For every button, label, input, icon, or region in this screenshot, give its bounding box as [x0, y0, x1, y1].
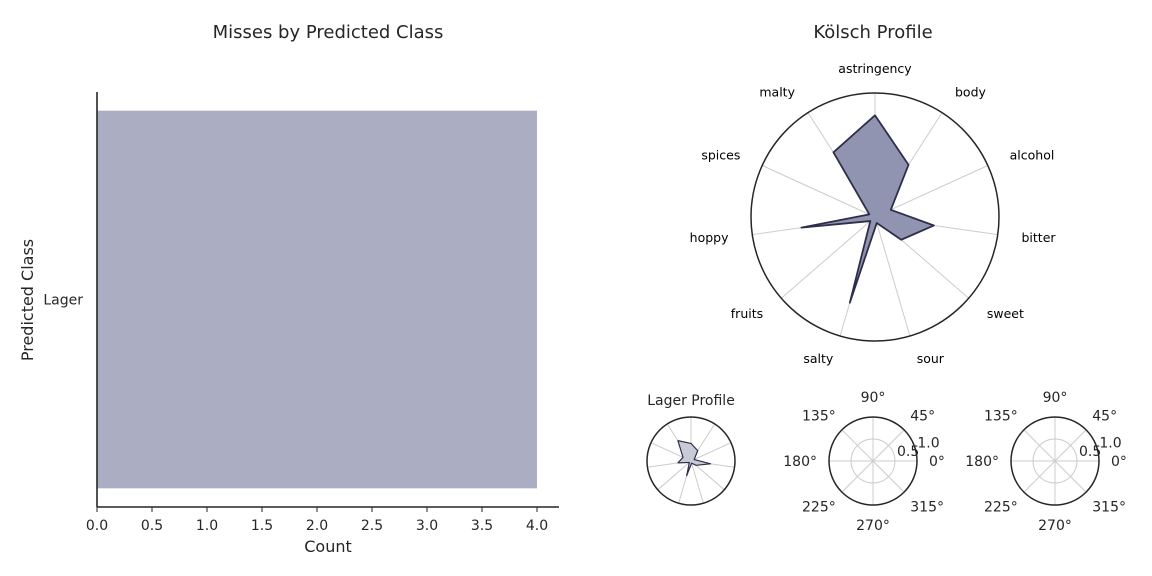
polar-angle-label: 225° — [802, 499, 836, 515]
radar-outer-circle — [646, 416, 736, 506]
polar-angle-label: 0° — [1111, 454, 1127, 470]
polar-angle-label: 270° — [856, 518, 890, 534]
lager-radar-title: Lager Profile — [647, 393, 735, 409]
polar-radial-tick-label: 0.5 — [1079, 444, 1101, 460]
radar-axis-label: spices — [701, 148, 740, 163]
polar-angle-label: 135° — [802, 409, 836, 425]
radar-spoke — [657, 460, 692, 491]
polar-ring — [850, 438, 896, 484]
polar-outer-circle — [828, 416, 918, 506]
kolsch-radar-title: Kölsch Profile — [813, 22, 932, 43]
bar-chart: Misses by Predicted Class 0.0 0.5 1.0 1.5 2.… — [18, 22, 559, 556]
bar-lager — [97, 110, 537, 489]
radar-spoke — [690, 460, 704, 504]
bar-x-tick-label: 3.5 — [471, 518, 493, 534]
kolsch-radar-chart: Kölsch Profile astringency body alcohol bit… — [690, 22, 1057, 366]
radar-axis-label: salty — [803, 351, 834, 366]
radar-spoke — [780, 216, 876, 299]
radar-spoke — [874, 165, 989, 218]
radar-axis-label: malty — [759, 84, 795, 99]
bar-x-tick-label: 2.5 — [361, 518, 383, 534]
radar-axis-label: alcohol — [1010, 148, 1055, 163]
bar-x-tick-label: 4.0 — [526, 518, 548, 534]
polar-angle-label: 0° — [929, 454, 945, 470]
bar-x-tick-label: 1.0 — [196, 518, 218, 534]
polar-radial-tick-label: 1.0 — [1099, 436, 1121, 452]
radar-spoke — [761, 165, 876, 218]
empty-polar-plot-2: 0.51.0 0° 45° 90° 135° 180° 225° 270° 315° — [965, 390, 1127, 534]
radar-axis-label: sour — [917, 351, 945, 366]
radar-axis-label: astringency — [838, 61, 912, 76]
bar-x-tick-label: 0.5 — [141, 518, 163, 534]
radar-outer-circle — [750, 92, 1000, 342]
radar-axis-label: body — [955, 84, 987, 99]
radar-spoke — [874, 216, 911, 337]
polar-angle-label: 270° — [1038, 518, 1072, 534]
bar-x-tick-label: 0.0 — [86, 518, 108, 534]
bar-chart-title: Misses by Predicted Class — [213, 22, 444, 43]
kolsch-radar-plot: astringency body alcohol bitter sweet sour sal… — [690, 61, 1057, 366]
bar-x-tick-label: 2.0 — [306, 518, 328, 534]
bar-y-ticks: Lager — [43, 293, 83, 309]
polar-angle-label: 315° — [910, 499, 944, 515]
polar-angle-label: 45° — [910, 409, 935, 425]
polar-ring — [1032, 438, 1078, 484]
bar-x-ticks: 0.0 0.5 1.0 1.5 2.0 2.5 3.0 3.5 4.0 — [86, 507, 548, 534]
lager-radar-chart: Lager Profile — [646, 393, 736, 506]
radar-series-polygon — [677, 440, 712, 477]
bar-x-tick-label: 1.5 — [251, 518, 273, 534]
radar-spoke — [690, 442, 732, 462]
polar-outer-circle — [1010, 416, 1100, 506]
polar-angle-label: 135° — [984, 409, 1018, 425]
polar-angle-label: 180° — [965, 454, 999, 470]
polar-angle-label: 90° — [861, 390, 886, 406]
polar-angle-label: 180° — [783, 454, 817, 470]
bar-x-tick-label: 3.0 — [416, 518, 438, 534]
radar-series-polygon — [800, 114, 935, 304]
polar-angle-label: 90° — [1043, 390, 1068, 406]
radar-axis-label: bitter — [1021, 230, 1056, 245]
polar-radial-tick-label: 1.0 — [917, 436, 939, 452]
bar-marks — [97, 110, 537, 489]
polar-radial-tick-label: 0.5 — [897, 444, 919, 460]
bar-x-axis-label: Count — [304, 537, 352, 556]
radar-axis-label: hoppy — [690, 230, 729, 245]
polar-angle-label: 45° — [1092, 409, 1117, 425]
bar-y-axis-label: Predicted Class — [18, 239, 37, 361]
lager-radar-plot — [646, 416, 736, 506]
empty-polar-plot-1: 0.51.0 0° 45° 90° 135° 180° 225° 270° 315° — [783, 390, 945, 534]
radar-axis-label: fruits — [731, 306, 763, 321]
bar-y-tick-label: Lager — [43, 293, 83, 309]
polar-angle-label: 225° — [984, 499, 1018, 515]
radar-axis-label: sweet — [987, 306, 1024, 321]
polar-angle-label: 315° — [1092, 499, 1126, 515]
